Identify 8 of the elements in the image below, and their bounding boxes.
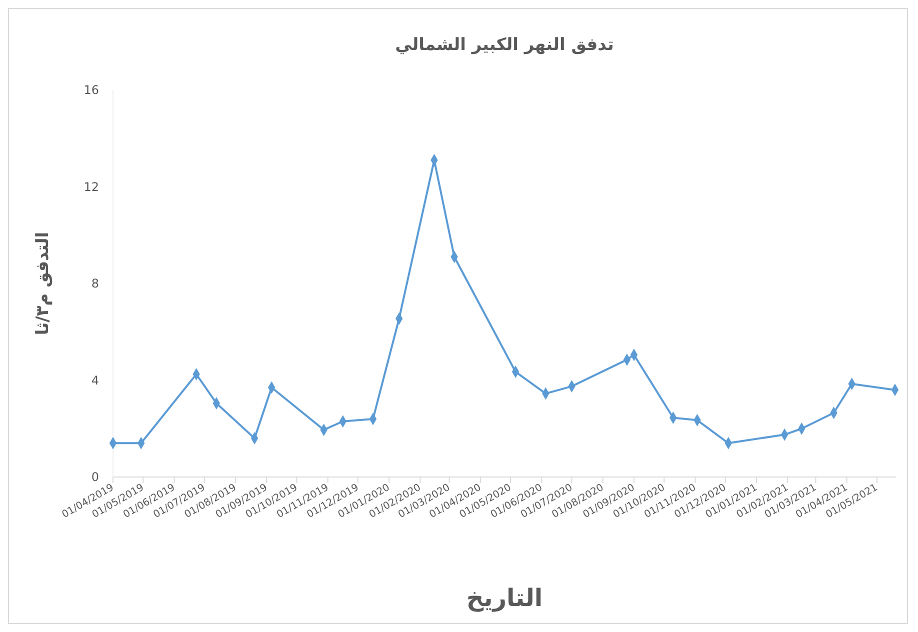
y-tick-label: 8 (91, 276, 99, 291)
y-tick-label: 0 (91, 470, 99, 484)
y-tick-label: 16 (84, 83, 99, 98)
y-axis-title: التدفق م٣/ثا (33, 232, 53, 336)
y-tick-label: 4 (91, 373, 99, 388)
y-tick-label: 12 (84, 180, 99, 194)
chart-title: تدفق النهر الكبير الشمالي (395, 35, 614, 55)
x-axis-title: التاريخ (466, 584, 543, 612)
